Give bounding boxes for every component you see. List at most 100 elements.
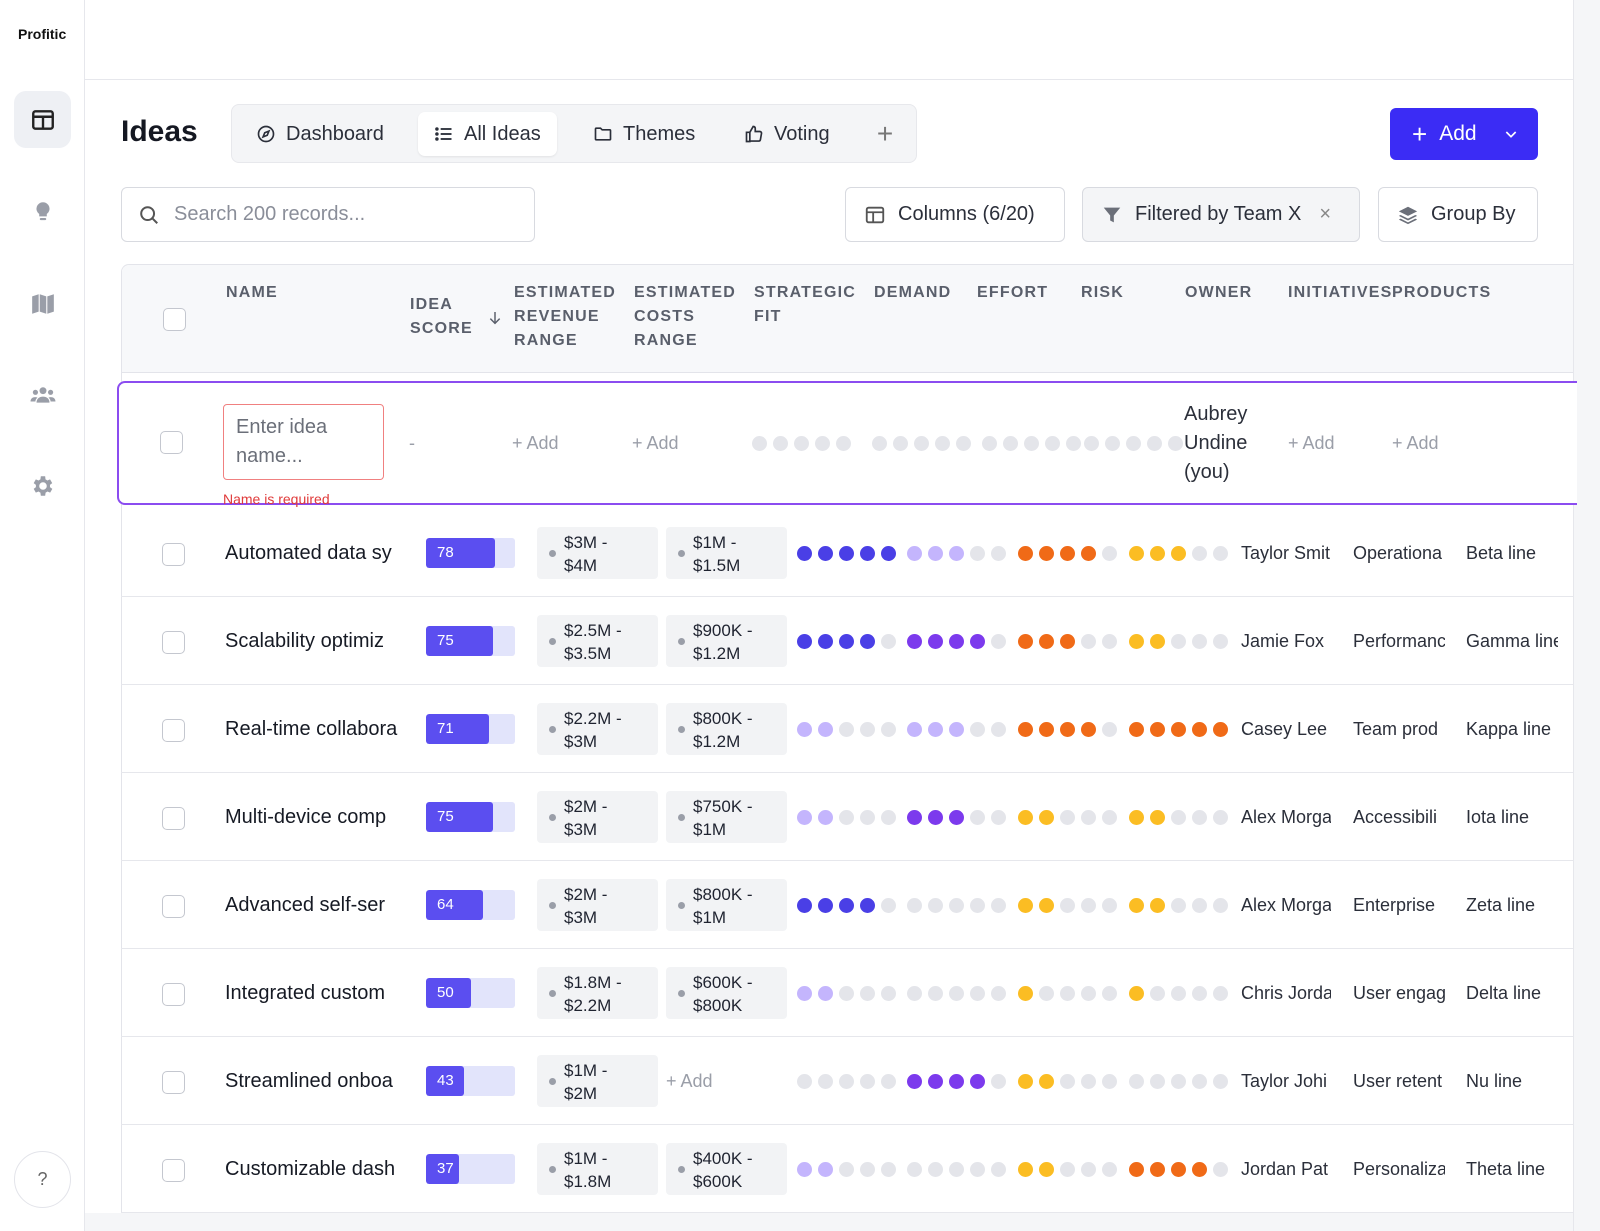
- revenue-range[interactable]: $1.8M - $2.2M: [537, 967, 658, 1019]
- fit-dot[interactable]: [860, 546, 875, 561]
- demand-dot[interactable]: [928, 1074, 943, 1089]
- owner-name[interactable]: Casey Lee: [1241, 719, 1328, 739]
- header-risk[interactable]: RISK: [1081, 284, 1125, 301]
- demand-dot[interactable]: [970, 1074, 985, 1089]
- effort-dot[interactable]: [1081, 1074, 1096, 1089]
- effort-dot[interactable]: [1066, 436, 1081, 451]
- fit-dot[interactable]: [815, 436, 830, 451]
- demand-dot[interactable]: [991, 1162, 1006, 1177]
- risk-dot[interactable]: [1213, 898, 1228, 913]
- risk-dot[interactable]: [1171, 810, 1186, 825]
- demand-dot[interactable]: [991, 810, 1006, 825]
- new-row-checkbox[interactable]: [160, 431, 183, 454]
- demand-dot[interactable]: [907, 634, 922, 649]
- fit-dot[interactable]: [860, 986, 875, 1001]
- effort-dot[interactable]: [1060, 1162, 1075, 1177]
- header-demand[interactable]: DEMAND: [874, 284, 952, 301]
- costs-range[interactable]: $800K - $1M: [666, 879, 787, 931]
- risk-dot[interactable]: [1171, 722, 1186, 737]
- effort-rating[interactable]: [1018, 986, 1117, 1001]
- idea-name[interactable]: Automated data sy: [225, 542, 392, 564]
- header-idea-score[interactable]: IDEA SCORE: [410, 293, 473, 341]
- row-checkbox[interactable]: [162, 1159, 185, 1182]
- row-checkbox[interactable]: [162, 983, 185, 1006]
- risk-dot[interactable]: [1213, 1162, 1228, 1177]
- demand-dot[interactable]: [949, 986, 964, 1001]
- fit-dot[interactable]: [860, 634, 875, 649]
- risk-dot[interactable]: [1129, 898, 1144, 913]
- fit-dot[interactable]: [839, 722, 854, 737]
- effort-rating[interactable]: [1018, 546, 1117, 561]
- demand-dot[interactable]: [907, 898, 922, 913]
- fit-dot[interactable]: [797, 810, 812, 825]
- gear-icon[interactable]: [14, 457, 71, 514]
- fit-dot[interactable]: [818, 810, 833, 825]
- risk-dot[interactable]: [1192, 810, 1207, 825]
- effort-dot[interactable]: [1045, 436, 1060, 451]
- demand-dot[interactable]: [970, 810, 985, 825]
- risk-dot[interactable]: [1129, 1162, 1144, 1177]
- initiative-name[interactable]: Team prod: [1353, 719, 1439, 739]
- fit-dot[interactable]: [839, 898, 854, 913]
- idea-name[interactable]: Customizable dash: [225, 1158, 396, 1180]
- product-name[interactable]: Nu line: [1466, 1071, 1523, 1091]
- row-checkbox[interactable]: [162, 895, 185, 918]
- strategic-fit-rating[interactable]: [797, 1074, 896, 1089]
- effort-dot[interactable]: [1060, 986, 1075, 1001]
- owner-name[interactable]: Taylor Johi: [1241, 1071, 1328, 1091]
- risk-dot[interactable]: [1171, 986, 1186, 1001]
- risk-dot[interactable]: [1192, 986, 1207, 1001]
- fit-dot[interactable]: [881, 546, 896, 561]
- idea-name[interactable]: Multi-device comp: [225, 806, 387, 828]
- new-row-owner[interactable]: Aubrey Undine (you): [1184, 400, 1247, 487]
- product-name[interactable]: Gamma line: [1466, 631, 1558, 651]
- demand-dot[interactable]: [907, 1162, 922, 1177]
- demand-dot[interactable]: [928, 898, 943, 913]
- demand-rating[interactable]: [907, 1162, 1006, 1177]
- fit-dot[interactable]: [860, 722, 875, 737]
- effort-rating[interactable]: [1018, 1162, 1117, 1177]
- fit-dot[interactable]: [881, 1162, 896, 1177]
- fit-dot[interactable]: [839, 1074, 854, 1089]
- add-product-link[interactable]: + Add: [1392, 433, 1439, 453]
- owner-name[interactable]: Taylor Smit: [1241, 543, 1331, 563]
- revenue-range[interactable]: $1M - $1.8M: [537, 1143, 658, 1195]
- product-name[interactable]: Beta line: [1466, 543, 1537, 563]
- strategic-fit-rating[interactable]: [797, 898, 896, 913]
- risk-dot[interactable]: [1213, 722, 1228, 737]
- risk-dot[interactable]: [1150, 1162, 1165, 1177]
- risk-dot[interactable]: [1171, 1162, 1186, 1177]
- fit-dot[interactable]: [881, 810, 896, 825]
- initiative-name[interactable]: Personaliza: [1353, 1159, 1445, 1179]
- table-row[interactable]: Advanced self-ser 64 $2M - $3M $800K - $1M Ale…: [121, 861, 1573, 949]
- risk-dot[interactable]: [1150, 1074, 1165, 1089]
- revenue-range[interactable]: $1M - $2M: [537, 1055, 658, 1107]
- effort-dot[interactable]: [1018, 810, 1033, 825]
- risk-dot[interactable]: [1105, 436, 1120, 451]
- fit-dot[interactable]: [860, 1162, 875, 1177]
- effort-dot[interactable]: [982, 436, 997, 451]
- table-row[interactable]: Streamlined onboa 43 $1M - $2M + Add Taylor J…: [121, 1037, 1573, 1125]
- group-by-button[interactable]: Group By: [1378, 187, 1538, 242]
- table-row[interactable]: Real-time collabora 71 $2.2M - $3M $800K - $1…: [121, 685, 1573, 773]
- add-button[interactable]: + Add: [1390, 108, 1538, 160]
- fit-dot[interactable]: [818, 722, 833, 737]
- risk-dot[interactable]: [1171, 634, 1186, 649]
- effort-dot[interactable]: [1039, 546, 1054, 561]
- horizontal-scrollbar[interactable]: [85, 1213, 1573, 1231]
- strategic-fit-rating[interactable]: [797, 1162, 896, 1177]
- demand-dot[interactable]: [949, 546, 964, 561]
- fit-dot[interactable]: [839, 986, 854, 1001]
- demand-dot[interactable]: [949, 810, 964, 825]
- new-row-fit-rating[interactable]: [752, 436, 851, 451]
- effort-dot[interactable]: [1060, 546, 1075, 561]
- demand-dot[interactable]: [872, 436, 887, 451]
- table-row[interactable]: Multi-device comp 75 $2M - $3M $750K - $1M Ale…: [121, 773, 1573, 861]
- risk-dot[interactable]: [1213, 986, 1228, 1001]
- risk-rating[interactable]: [1129, 986, 1228, 1001]
- demand-dot[interactable]: [949, 898, 964, 913]
- tab-all-ideas[interactable]: All Ideas: [418, 112, 557, 156]
- demand-dot[interactable]: [970, 722, 985, 737]
- risk-dot[interactable]: [1192, 546, 1207, 561]
- risk-dot[interactable]: [1129, 546, 1144, 561]
